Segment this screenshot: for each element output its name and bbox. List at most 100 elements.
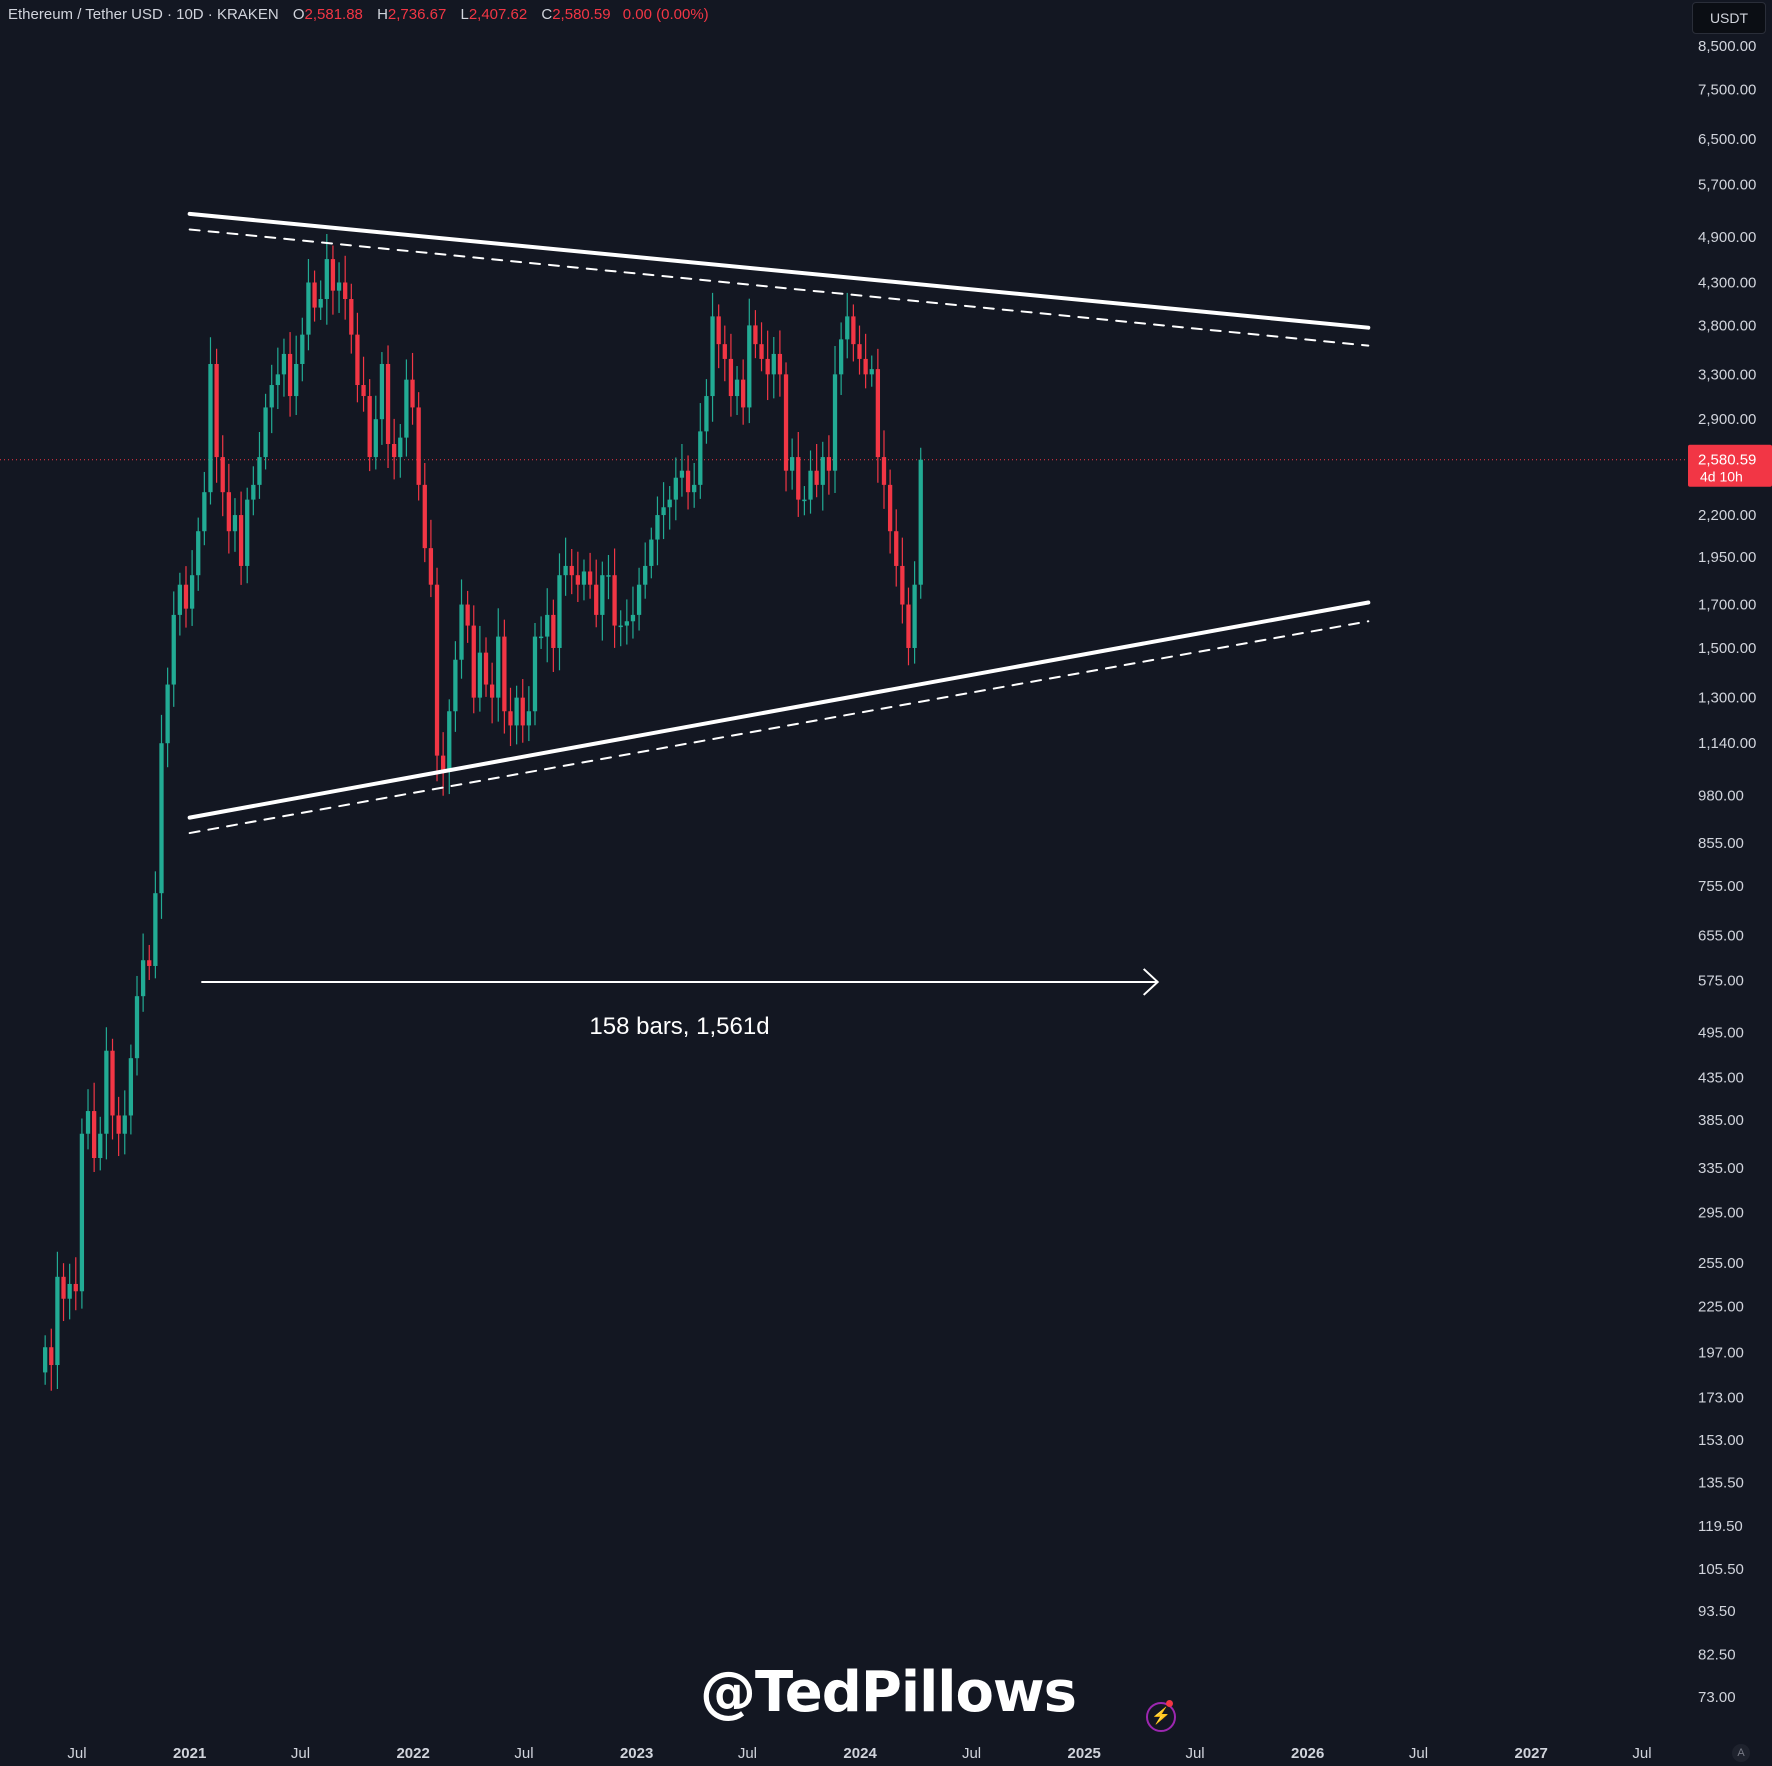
candle[interactable] bbox=[894, 509, 899, 587]
candle[interactable] bbox=[918, 447, 923, 599]
trendline-upper-resistance-inner[interactable] bbox=[188, 228, 1370, 347]
candle[interactable] bbox=[392, 418, 397, 480]
candle[interactable] bbox=[281, 338, 287, 397]
candle[interactable] bbox=[196, 517, 201, 591]
candle[interactable] bbox=[569, 549, 574, 595]
candle[interactable] bbox=[434, 567, 440, 782]
candle[interactable] bbox=[832, 346, 838, 494]
candle[interactable] bbox=[465, 590, 470, 643]
candle[interactable] bbox=[887, 469, 893, 554]
candle[interactable] bbox=[496, 608, 501, 722]
candle[interactable] bbox=[269, 364, 274, 434]
candle[interactable] bbox=[336, 262, 342, 313]
candle[interactable] bbox=[661, 482, 666, 540]
candle[interactable] bbox=[906, 587, 911, 666]
candle[interactable] bbox=[189, 550, 195, 626]
candle[interactable] bbox=[367, 379, 372, 472]
candle[interactable] bbox=[771, 336, 776, 399]
candle[interactable] bbox=[471, 605, 476, 714]
candle[interactable] bbox=[759, 322, 764, 372]
candle[interactable] bbox=[410, 352, 415, 425]
candle[interactable] bbox=[649, 527, 654, 579]
candle[interactable] bbox=[147, 944, 152, 980]
candle[interactable] bbox=[257, 431, 262, 499]
candle[interactable] bbox=[526, 686, 532, 742]
candle[interactable] bbox=[722, 325, 727, 382]
candle[interactable] bbox=[55, 1251, 60, 1390]
candle[interactable] bbox=[685, 455, 691, 510]
candle[interactable] bbox=[532, 622, 538, 726]
candle[interactable] bbox=[140, 933, 146, 1012]
candle[interactable] bbox=[741, 359, 746, 425]
candle[interactable] bbox=[361, 356, 366, 412]
candle[interactable] bbox=[61, 1263, 66, 1322]
candle[interactable] bbox=[796, 431, 801, 517]
candle[interactable] bbox=[814, 443, 819, 498]
candle[interactable] bbox=[900, 537, 905, 624]
candle[interactable] bbox=[453, 641, 458, 732]
candle[interactable] bbox=[826, 435, 832, 495]
candle[interactable] bbox=[98, 1116, 103, 1171]
candle[interactable] bbox=[92, 1082, 97, 1173]
candle[interactable] bbox=[416, 392, 421, 501]
candle[interactable] bbox=[183, 566, 189, 628]
candle[interactable] bbox=[557, 553, 562, 671]
candle[interactable] bbox=[783, 362, 789, 492]
candle[interactable] bbox=[355, 312, 360, 403]
candle[interactable] bbox=[287, 332, 293, 417]
candle[interactable] bbox=[808, 450, 813, 514]
candle[interactable] bbox=[551, 599, 556, 672]
candle[interactable] bbox=[110, 1038, 115, 1140]
candle[interactable] bbox=[881, 430, 887, 509]
candle[interactable] bbox=[581, 559, 587, 601]
candle[interactable] bbox=[851, 304, 856, 362]
candle[interactable] bbox=[422, 463, 427, 563]
candle[interactable] bbox=[116, 1096, 121, 1157]
candle[interactable] bbox=[912, 561, 917, 664]
candle[interactable] bbox=[600, 561, 605, 641]
symbol-title[interactable]: Ethereum / Tether USD · 10D · KRAKEN bbox=[8, 6, 279, 23]
candle[interactable] bbox=[245, 487, 250, 584]
candle[interactable] bbox=[318, 280, 323, 320]
candle[interactable] bbox=[545, 588, 550, 663]
candle[interactable] bbox=[765, 330, 770, 401]
trendlines-group[interactable] bbox=[187, 211, 1371, 835]
candle[interactable] bbox=[202, 471, 207, 546]
candle[interactable] bbox=[238, 491, 244, 585]
candle[interactable] bbox=[612, 548, 617, 648]
candle[interactable] bbox=[275, 347, 280, 410]
candle[interactable] bbox=[618, 610, 623, 647]
candle[interactable] bbox=[447, 699, 452, 795]
candle[interactable] bbox=[330, 245, 336, 315]
trendline-lower-support-inner[interactable] bbox=[188, 620, 1370, 835]
candle[interactable] bbox=[869, 355, 874, 387]
candle[interactable] bbox=[306, 259, 311, 351]
candle[interactable] bbox=[538, 616, 544, 649]
currency-unit-button[interactable]: USDT bbox=[1692, 2, 1766, 34]
candle[interactable] bbox=[692, 463, 697, 508]
candle[interactable] bbox=[67, 1263, 72, 1320]
candle[interactable] bbox=[43, 1335, 48, 1385]
candle[interactable] bbox=[594, 559, 599, 628]
candle[interactable] bbox=[85, 1089, 91, 1150]
candle[interactable] bbox=[171, 591, 176, 707]
candle[interactable] bbox=[502, 619, 507, 734]
candle[interactable] bbox=[128, 1044, 134, 1135]
candle[interactable] bbox=[324, 233, 329, 325]
candle[interactable] bbox=[606, 554, 611, 600]
candle[interactable] bbox=[177, 572, 183, 636]
candle[interactable] bbox=[857, 325, 862, 375]
candle[interactable] bbox=[704, 379, 709, 444]
candle[interactable] bbox=[489, 662, 495, 724]
candle[interactable] bbox=[220, 435, 225, 517]
candle[interactable] bbox=[630, 586, 636, 639]
candle[interactable] bbox=[587, 552, 593, 599]
candle[interactable] bbox=[379, 352, 385, 445]
candle[interactable] bbox=[716, 304, 721, 369]
candle[interactable] bbox=[373, 395, 378, 470]
candle[interactable] bbox=[753, 310, 758, 359]
candle[interactable] bbox=[300, 317, 305, 382]
candle[interactable] bbox=[728, 333, 734, 417]
candle[interactable] bbox=[820, 441, 825, 511]
